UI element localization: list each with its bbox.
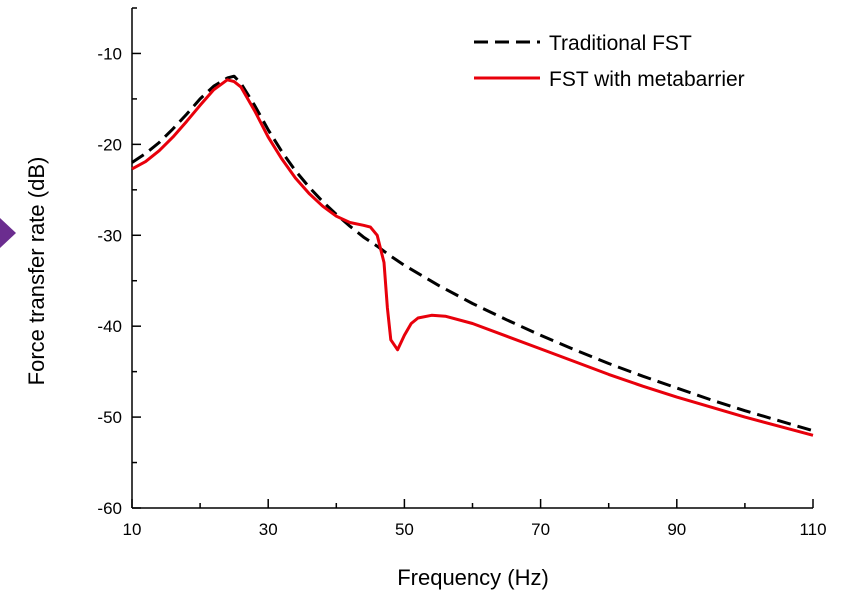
y-tick-label: -40 [97,317,122,336]
y-tick-label: -60 [97,499,122,518]
y-tick-label: -20 [97,135,122,154]
series-layer [131,74,814,437]
x-tick-label: 10 [123,520,142,539]
x-tick-label: 90 [667,520,686,539]
left-edge-marker [0,218,16,248]
series-line-fst-with-metabarrier [131,78,814,437]
legend-label-fst-with-metabarrier: FST with metabarrier [549,68,745,91]
x-axis-title: Frequency (Hz) [397,565,549,590]
x-tick-label: 30 [259,520,278,539]
y-tick-label: -30 [97,226,122,245]
series-line-traditional-fst [131,74,814,433]
legend: Traditional FST FST with metabarrier [474,32,745,91]
y-tick-label: -10 [97,44,122,63]
y-axis-title: Force transfer rate (dB) [24,157,49,386]
legend-label-traditional-fst: Traditional FST [549,32,692,55]
x-tick-label: 110 [799,520,826,539]
x-tick-label: 70 [531,520,550,539]
y-tick-label: -50 [97,408,122,427]
x-tick-label: 50 [395,520,414,539]
axes: 10 30 50 70 90 110 -60 -50 -40 -30 -20 -10 [97,7,827,539]
